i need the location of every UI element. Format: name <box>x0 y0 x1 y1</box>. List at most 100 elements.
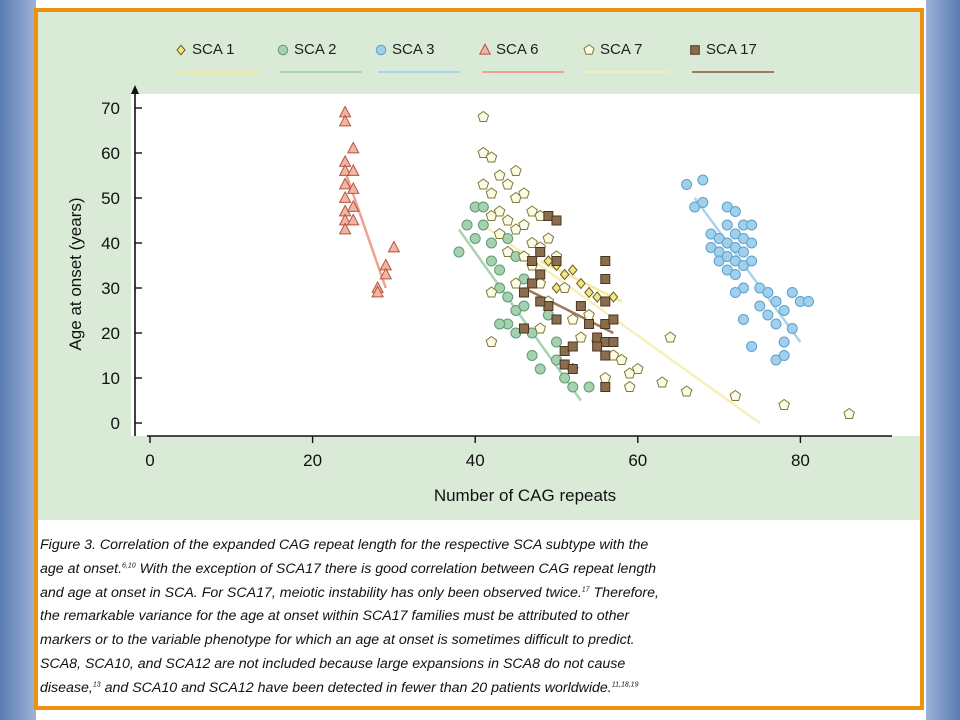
y-axis-arrow <box>131 85 139 94</box>
legend-line-sca2 <box>280 71 362 73</box>
caption-reference: 11,18,19 <box>611 681 639 689</box>
legend-marker-shape-sca6 <box>478 43 492 55</box>
data-point-sca7 <box>477 178 490 190</box>
legend-marker-shape-sca2 <box>277 44 289 56</box>
ticks: 0 10 20 30 40 50 60 70 0 20 40 60 80 <box>101 99 810 470</box>
y-tick-label: 10 <box>101 369 120 388</box>
data-point-sca2 <box>485 255 497 267</box>
data-point-sca3 <box>778 305 790 316</box>
data-point-sca17 <box>551 256 562 266</box>
legend-marker-shape-sca7 <box>583 44 595 55</box>
data-point-sca6 <box>346 213 360 226</box>
data-point-sca3 <box>697 174 709 186</box>
data-point-sca7 <box>518 250 530 262</box>
data-point-sca7 <box>526 236 538 248</box>
data-point-sca7 <box>510 277 522 289</box>
data-point-sca3 <box>737 314 749 325</box>
data-point-sca7 <box>664 331 677 343</box>
data-point-sca7 <box>477 146 490 158</box>
data-point-sca1 <box>543 255 554 267</box>
legend-item-sca1: SCA 1 <box>174 40 269 80</box>
data-point-sca7 <box>501 178 514 190</box>
right-side-band <box>926 0 960 720</box>
legend-line-sca3 <box>378 71 460 73</box>
y-tick-label: 30 <box>101 279 120 298</box>
data-point-sca3 <box>770 318 782 330</box>
data-point-sca17 <box>518 323 529 334</box>
data-point-sca7 <box>501 245 514 257</box>
y-tick-label: 50 <box>101 189 120 208</box>
legend-marker-sca2 <box>277 44 289 56</box>
data-point-sca7 <box>534 322 547 334</box>
data-point-sca7 <box>656 376 669 388</box>
data-point-sca3 <box>803 296 815 307</box>
data-point-sca3 <box>762 309 774 321</box>
data-point-sca7 <box>566 313 579 325</box>
data-point-sca2 <box>485 237 497 249</box>
data-point-sca6 <box>346 181 360 194</box>
x-tick-label: 20 <box>303 451 322 470</box>
data-point-sca7 <box>575 331 587 343</box>
data-point-sca17 <box>518 287 529 298</box>
data-point-sca3 <box>729 287 741 298</box>
data-point-sca7 <box>518 218 530 230</box>
data-point-sca3 <box>778 350 790 361</box>
data-point-sca7 <box>485 335 498 347</box>
data-point-sca6 <box>346 199 360 212</box>
data-point-sca2 <box>461 219 473 231</box>
data-point-sca6 <box>338 177 352 190</box>
data-point-sca3 <box>746 341 758 352</box>
data-point-sca3 <box>746 255 758 267</box>
trend-line-sca2 <box>457 228 582 402</box>
legend-marker-sca17 <box>690 45 700 55</box>
data-point-sca17 <box>551 215 562 226</box>
data-point-sca3 <box>770 296 782 307</box>
caption-line-7: disease,13 and SCA10 and SCA12 have been… <box>40 677 918 701</box>
data-point-sca7 <box>631 362 644 374</box>
data-point-sca1 <box>559 268 570 281</box>
caption-text: Therefore, <box>589 584 659 601</box>
caption-text: disease, <box>40 679 93 696</box>
legend-item-sca6: SCA 6 <box>478 40 573 80</box>
data-point-sca17 <box>592 341 603 352</box>
legend-marker-shape-sca3 <box>375 44 387 56</box>
legend-line-sca7 <box>586 71 668 73</box>
data-point-sca17 <box>608 337 619 347</box>
y-tick-label: 0 <box>111 414 120 433</box>
legend-marker-shape-sca1 <box>176 44 186 56</box>
caption-text: and SCA10 and SCA12 have been detected i… <box>100 679 612 696</box>
legend-label: SCA 2 <box>294 41 337 58</box>
data-point-sca1 <box>567 264 578 276</box>
legend-line-sca6 <box>482 71 564 73</box>
y-tick-label: 70 <box>101 99 120 118</box>
data-point-sca2 <box>518 300 530 312</box>
figure-caption: Figure 3. Correlation of the expanded CA… <box>40 534 918 701</box>
data-point-sca3 <box>746 237 758 249</box>
caption-reference: 13 <box>92 681 101 689</box>
data-point-sca6 <box>346 141 360 154</box>
data-point-sca7 <box>501 214 514 226</box>
data-point-sca3 <box>721 219 733 231</box>
figure-frame: 0 10 20 30 40 50 60 70 0 20 40 60 80 Number of CAG r… <box>34 8 924 710</box>
data-point-sca17 <box>575 301 586 311</box>
data-point-sca17 <box>551 314 562 325</box>
data-point-sca17 <box>600 256 611 266</box>
x-tick-label: 80 <box>791 451 810 470</box>
data-point-sca17 <box>600 382 611 392</box>
data-point-sca3 <box>746 219 758 231</box>
data-point-sca7 <box>680 385 693 397</box>
data-point-sca7 <box>615 353 628 365</box>
data-point-sca2 <box>453 246 465 258</box>
y-tick-label: 20 <box>101 324 120 343</box>
caption-line-5: markers or to the variable phenotype for… <box>40 632 635 649</box>
data-point-sca2 <box>477 201 489 213</box>
data-point-sca17 <box>584 319 595 329</box>
plot-area <box>131 94 920 436</box>
data-point-sca2 <box>469 233 481 244</box>
data-point-sca7 <box>623 380 636 392</box>
data-point-sca17 <box>527 256 538 266</box>
data-point-sca2 <box>567 381 579 393</box>
data-point-sca7 <box>778 398 790 410</box>
data-point-sca2 <box>551 336 562 348</box>
data-point-sca7 <box>485 151 498 163</box>
